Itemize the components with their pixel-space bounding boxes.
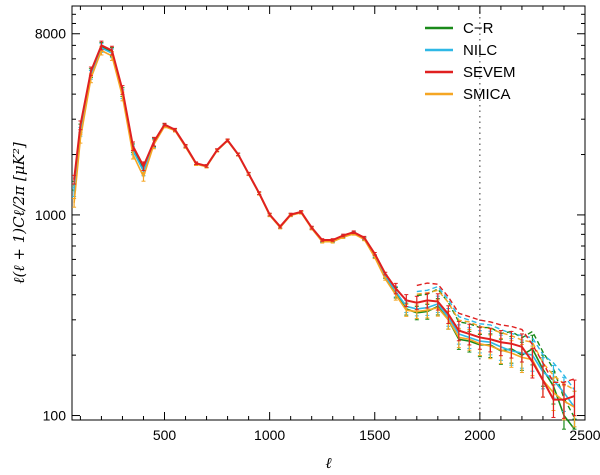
x-tick-label: 2500	[569, 427, 600, 443]
y-axis-label: ℓ(ℓ + 1)Cℓ/2π [μK²]	[10, 142, 28, 284]
x-tick-label: 500	[153, 427, 177, 443]
y-tick-label: 8000	[35, 26, 66, 42]
series-sevem	[72, 40, 577, 419]
x-tick-label: 1500	[359, 427, 390, 443]
series-smica	[72, 45, 577, 428]
legend-label-smica: SMICA	[463, 86, 511, 103]
x-tick-label: 2000	[464, 427, 495, 443]
series-line-smica	[73, 49, 575, 408]
legend-label-sevem: SEVEM	[463, 64, 516, 81]
series-dashed-line-sevem	[416, 282, 575, 384]
legend-label-c-r: C−R	[463, 20, 494, 37]
x-tick-label: 1000	[254, 427, 285, 443]
series-dashed-line-nilc	[416, 285, 576, 391]
y-tick-label: 100	[43, 408, 67, 424]
plot-frame	[71, 5, 586, 421]
series-line-c-r	[73, 45, 576, 430]
x-axis-label: ℓ	[325, 454, 331, 472]
series-dashed-line-smica	[416, 289, 575, 391]
y-tick-label: 1000	[35, 207, 66, 223]
legend-label-nilc: NILC	[463, 42, 497, 59]
